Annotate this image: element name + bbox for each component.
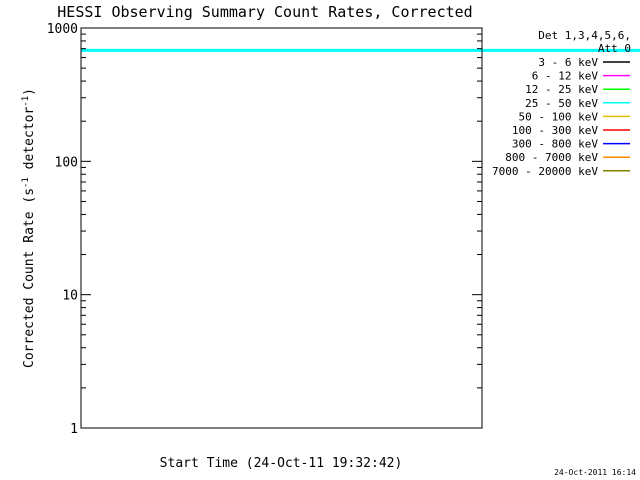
plot-frame [80,27,483,429]
legend-header-line-2: Att 0 [598,42,631,55]
legend-label-2: 6 - 12 keV [532,70,599,83]
y-tick-label: 100 [55,155,78,170]
chart-title: HESSI Observing Summary Count Rates, Cor… [57,3,472,21]
legend-label-5: 50 - 100 keV [519,110,599,123]
x-axis-label: Start Time (24-Oct-11 19:32:42) [160,456,403,471]
legend-label-4: 25 - 50 keV [525,97,598,110]
legend-label-7: 300 - 800 keV [512,138,598,151]
legend-label-1: 3 - 6 keV [538,56,598,69]
y-tick-label: 10 [62,289,78,304]
y-tick-label: 1 [70,422,78,437]
legend-label-6: 100 - 300 keV [512,124,598,137]
y-axis: 1 10 100 1000 [47,22,482,437]
legend-label-8: 800 - 7000 keV [505,151,598,164]
legend-header-line-1: Det 1,3,4,5,6, [538,29,631,42]
y-tick-label: 1000 [47,22,78,37]
timestamp: 24-Oct-2011 16:14 [554,468,636,477]
legend-label-9: 7000 - 20000 keV [492,165,598,178]
legend-label-3: 12 - 25 keV [525,83,598,96]
y-axis-label: Corrected Count Rate (s-1 detector-1) [21,88,37,368]
